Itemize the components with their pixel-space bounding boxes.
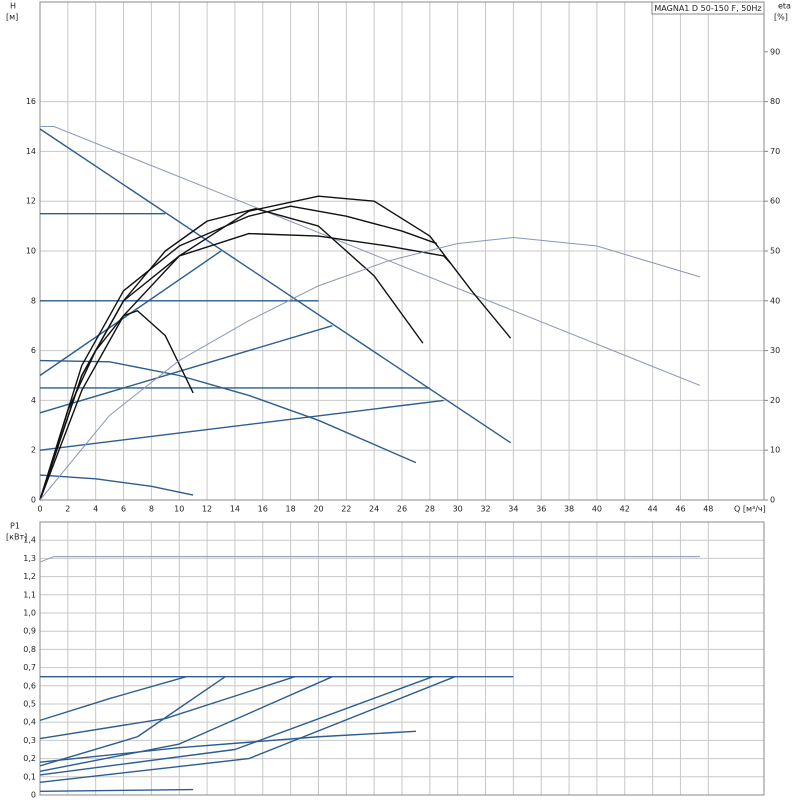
y-tick-label: 6 — [31, 346, 36, 355]
y-tick-label: 0,1 — [23, 772, 36, 781]
x-tick-label: 30 — [453, 505, 463, 514]
x-tick-label: 16 — [258, 505, 268, 514]
y-tick-label: 0,5 — [23, 700, 36, 709]
x-tick-label: 18 — [286, 505, 296, 514]
y-tick-label: 2 — [31, 446, 36, 455]
x-tick-label: 4 — [93, 505, 98, 514]
y-tick-label: 12 — [26, 197, 36, 206]
curve — [39, 556, 700, 563]
y2-tick-label: 40 — [770, 296, 780, 305]
y2-tick-label: 90 — [770, 47, 780, 56]
y2-tick-label: 0 — [770, 496, 775, 505]
x-tick-label: 24 — [369, 505, 379, 514]
x-tick-label: 14 — [230, 505, 240, 514]
y2-tick-label: 70 — [770, 147, 780, 156]
curve — [39, 676, 433, 776]
chart-title: MAGNA1 D 50-150 F, 50Hz — [654, 4, 761, 13]
y-tick-label: 0,7 — [23, 663, 36, 672]
x-tick-label: 28 — [425, 505, 435, 514]
x-axis-label: Q [м³/ч] — [734, 505, 766, 514]
y-tick-label: 0 — [31, 791, 36, 800]
x-tick-label: 32 — [480, 505, 490, 514]
x-tick-label: 38 — [564, 505, 574, 514]
x-tick-label: 20 — [313, 505, 323, 514]
y2-axis-unit: [%] — [774, 13, 788, 22]
x-tick-label: 8 — [149, 505, 154, 514]
curve — [39, 676, 456, 783]
y-tick-label: 1,4 — [23, 536, 36, 545]
y-tick-label: 0,4 — [23, 718, 36, 727]
y2-axis-label: eta — [778, 2, 791, 11]
y2-tick-label: 20 — [770, 396, 780, 405]
x-tick-label: 6 — [121, 505, 126, 514]
curve — [39, 730, 416, 763]
y-tick-label: 14 — [26, 147, 36, 156]
y-tick-label: 0,6 — [23, 681, 36, 690]
y2-tick-label: 50 — [770, 247, 780, 256]
y2-tick-label: 60 — [770, 197, 780, 206]
x-tick-label: 0 — [37, 505, 42, 514]
curve — [39, 128, 511, 444]
y-tick-label: 1,2 — [23, 572, 36, 581]
curve — [39, 399, 444, 451]
curve — [39, 325, 333, 414]
x-tick-label: 12 — [202, 505, 212, 514]
y-tick-label: 1,0 — [23, 609, 36, 618]
curve — [39, 676, 296, 740]
x-tick-label: 34 — [508, 505, 518, 514]
y2-tick-label: 10 — [770, 446, 780, 455]
x-tick-label: 22 — [341, 505, 351, 514]
y-tick-label: 0,8 — [23, 645, 36, 654]
plot-frame — [39, 521, 765, 796]
y-tick-label: 1,1 — [23, 590, 36, 599]
y-tick-label: 0,3 — [23, 736, 36, 745]
y-axis-unit: [м] — [6, 13, 18, 22]
y-tick-label: 10 — [26, 247, 36, 256]
y-tick-label: 4 — [31, 396, 36, 405]
x-tick-label: 2 — [65, 505, 70, 514]
y2-tick-label: 80 — [770, 97, 780, 106]
x-tick-label: 26 — [397, 505, 407, 514]
curve — [39, 232, 452, 501]
y-tick-label: 8 — [31, 296, 36, 305]
curve — [39, 205, 438, 501]
y-tick-label: 1,3 — [23, 554, 36, 563]
y2-tick-label: 30 — [770, 346, 780, 355]
x-tick-label: 42 — [620, 505, 630, 514]
curve — [39, 788, 194, 793]
y-axis-unit: [кВт] — [6, 533, 27, 542]
curve — [40, 126, 701, 386]
x-tick-label: 46 — [675, 505, 685, 514]
x-tick-label: 40 — [592, 505, 602, 514]
x-tick-label: 48 — [703, 505, 713, 514]
y-tick-label: 16 — [26, 97, 36, 106]
y-tick-label: 0 — [31, 496, 36, 505]
y-tick-label: 0,9 — [23, 627, 36, 636]
y-axis-label: P1 — [10, 522, 20, 531]
title-box — [651, 1, 765, 15]
y-axis-label: H — [10, 2, 16, 11]
curve — [39, 474, 194, 496]
y-tick-label: 0,2 — [23, 754, 36, 763]
x-tick-label: 10 — [174, 505, 184, 514]
x-tick-label: 36 — [536, 505, 546, 514]
curve — [39, 676, 226, 767]
x-tick-label: 44 — [648, 505, 658, 514]
curve — [39, 237, 701, 501]
curve — [39, 676, 333, 773]
curve — [39, 676, 187, 722]
